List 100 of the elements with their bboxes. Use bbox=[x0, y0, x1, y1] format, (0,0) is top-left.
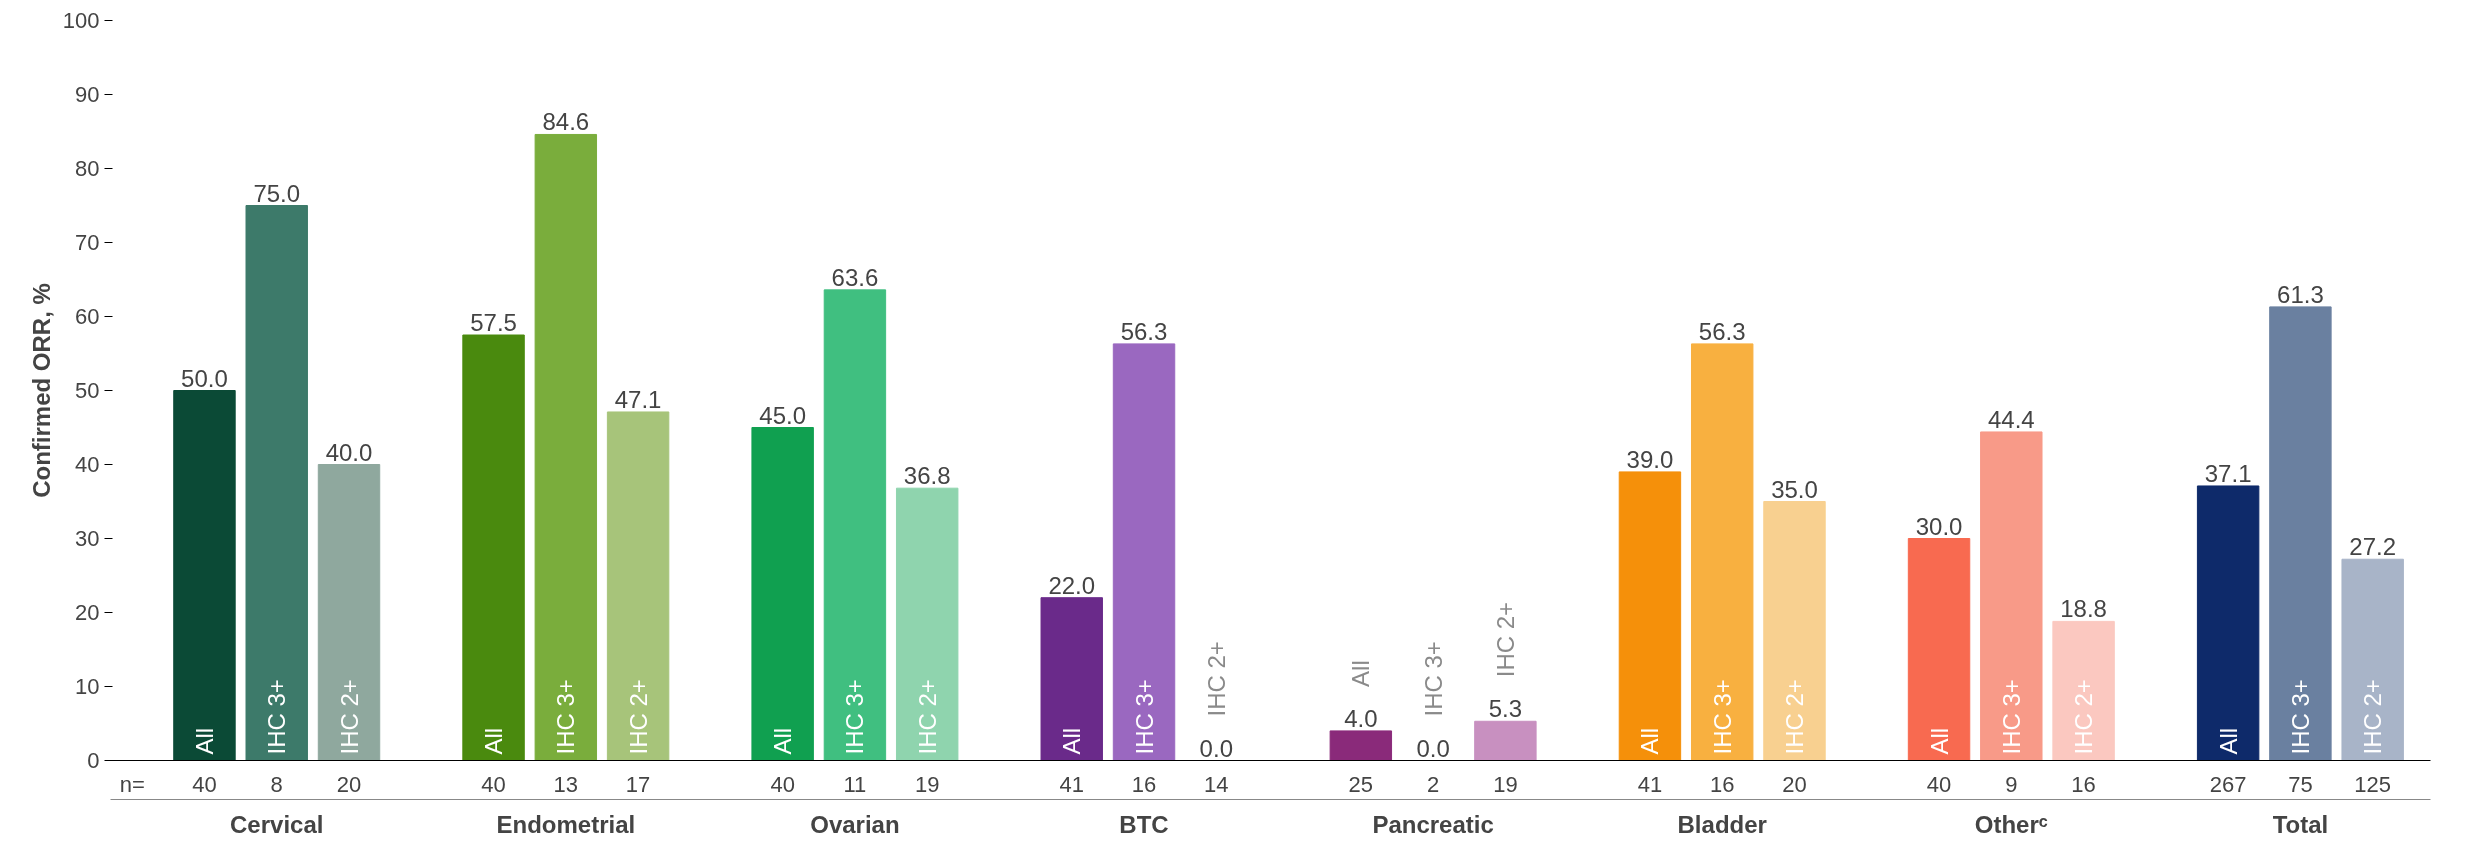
text: 13 bbox=[553, 771, 579, 797]
text: 41 bbox=[1637, 771, 1663, 797]
text: All bbox=[1058, 727, 1086, 755]
data-label: 5.3 bbox=[1488, 695, 1523, 723]
text: IHC 3+ bbox=[841, 679, 869, 755]
text: IHC 2+ bbox=[1202, 641, 1230, 717]
y-tick-label: 30 bbox=[75, 526, 100, 551]
data-label: 56.3 bbox=[1120, 317, 1168, 345]
bar bbox=[534, 133, 598, 761]
bar bbox=[245, 205, 308, 761]
text: 19 bbox=[914, 771, 940, 797]
text: 11 bbox=[843, 771, 867, 797]
y-tick-label: 40 bbox=[75, 452, 100, 477]
data-label: 44.4 bbox=[1987, 405, 2035, 433]
text: IHC 2+ bbox=[913, 679, 941, 755]
data-label: 45.0 bbox=[759, 401, 807, 429]
y-tick-label: 80 bbox=[75, 156, 100, 181]
bar bbox=[606, 411, 670, 761]
data-label: 0.0 bbox=[1416, 734, 1450, 762]
x-tick-label: Cervical bbox=[230, 810, 324, 838]
text: All bbox=[1636, 727, 1664, 755]
text: IHC 3+ bbox=[1130, 679, 1158, 755]
text: All bbox=[769, 727, 797, 755]
data-label: 47.1 bbox=[614, 385, 662, 413]
bar bbox=[2269, 306, 2332, 761]
text: IHC 2+ bbox=[1491, 601, 1519, 678]
text: 40 bbox=[192, 771, 217, 797]
bar bbox=[1618, 471, 1682, 761]
text: IHC 2+ bbox=[2359, 679, 2387, 755]
data-label: 37.1 bbox=[2204, 459, 2252, 487]
data-label: 4.0 bbox=[1344, 704, 1378, 732]
x-tick-label: Total bbox=[2272, 810, 2329, 838]
bar bbox=[751, 427, 814, 761]
text: 19 bbox=[1493, 771, 1518, 797]
data-label: 36.8 bbox=[903, 462, 951, 490]
bar bbox=[317, 464, 381, 761]
data-label: 22.0 bbox=[1048, 571, 1096, 599]
text: IHC 3+ bbox=[1419, 641, 1447, 717]
y-tick-label: 0 bbox=[87, 748, 100, 773]
text: 16 bbox=[2071, 771, 2096, 797]
y-tick-label: 20 bbox=[75, 600, 100, 625]
bar bbox=[1763, 501, 1826, 761]
text: 20 bbox=[1782, 771, 1807, 797]
bar bbox=[2052, 620, 2115, 761]
y-tick-label: 90 bbox=[75, 82, 100, 107]
text: 40 bbox=[481, 771, 506, 797]
y-tick-label: 60 bbox=[75, 304, 100, 329]
text: 267 bbox=[2209, 771, 2247, 797]
x-tick-label: Bladder bbox=[1677, 810, 1767, 838]
text: IHC 2+ bbox=[1780, 679, 1808, 755]
bar bbox=[1474, 720, 1537, 761]
text: n= bbox=[119, 771, 145, 797]
bar bbox=[2196, 485, 2260, 761]
series-label: All bbox=[190, 727, 218, 755]
text: 40 bbox=[1926, 771, 1952, 797]
bar bbox=[1907, 538, 1971, 761]
series-label: IHC 3+ bbox=[263, 679, 291, 755]
text: All bbox=[1925, 727, 1953, 755]
data-label: 63.6 bbox=[831, 263, 879, 291]
data-label: 61.3 bbox=[2277, 280, 2324, 308]
bar bbox=[823, 289, 887, 761]
y-tick-label: 10 bbox=[75, 674, 100, 699]
y-axis-title: Confirmed ORR, % bbox=[27, 283, 55, 498]
x-tick-label: Pancreatic bbox=[1372, 810, 1494, 838]
text: 40 bbox=[770, 771, 795, 797]
text: IHC 3+ bbox=[1997, 679, 2025, 755]
bar bbox=[1691, 343, 1754, 761]
series-label: IHC 2+ bbox=[335, 679, 363, 755]
text: 41 bbox=[1059, 771, 1084, 797]
text: 125 bbox=[2354, 771, 2392, 797]
text: All bbox=[2214, 727, 2242, 755]
text: 14 bbox=[1204, 771, 1229, 797]
text: All bbox=[1347, 660, 1375, 687]
text: 9 bbox=[2005, 771, 2018, 797]
text: IHC 3+ bbox=[1708, 679, 1736, 755]
x-tick-label: Ovarian bbox=[810, 810, 900, 838]
bar bbox=[1980, 431, 2043, 761]
bar bbox=[1040, 597, 1103, 761]
bar bbox=[2341, 558, 2404, 761]
text: IHC 3+ bbox=[552, 679, 580, 755]
text: 2 bbox=[1427, 771, 1440, 797]
x-tick-label: Otherᶜ bbox=[1974, 810, 2048, 838]
bar bbox=[1112, 343, 1176, 761]
text: 20 bbox=[336, 771, 362, 797]
data-label: 0.0 bbox=[1199, 734, 1233, 762]
bar bbox=[895, 487, 959, 761]
x-tick-label: Endometrial bbox=[496, 810, 636, 838]
text: 16 bbox=[1131, 771, 1157, 797]
bar bbox=[1329, 730, 1393, 761]
data-label: 39.0 bbox=[1626, 445, 1674, 473]
data-label: 57.5 bbox=[470, 309, 517, 336]
data-label: 50.0 bbox=[181, 364, 228, 392]
text: 75 bbox=[2288, 771, 2313, 797]
text: 16 bbox=[1709, 771, 1735, 797]
y-tick-label: 100 bbox=[62, 8, 100, 33]
text: IHC 2+ bbox=[2070, 679, 2098, 755]
data-label: 18.8 bbox=[2060, 595, 2107, 623]
y-tick-label: 50 bbox=[75, 378, 100, 403]
data-label: 30.0 bbox=[1915, 512, 1963, 540]
bar bbox=[462, 334, 525, 761]
